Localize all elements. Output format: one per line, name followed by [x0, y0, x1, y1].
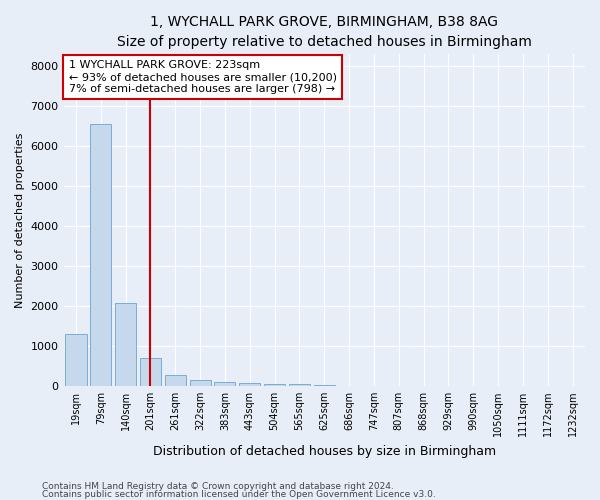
Bar [65, 334, 86, 386]
Text: 1 WYCHALL PARK GROVE: 223sqm
← 93% of detached houses are smaller (10,200)
7% of: 1 WYCHALL PARK GROVE: 223sqm ← 93% of de… [69, 60, 337, 94]
Bar [140, 358, 161, 386]
Title: 1, WYCHALL PARK GROVE, BIRMINGHAM, B38 8AG
Size of property relative to detached: 1, WYCHALL PARK GROVE, BIRMINGHAM, B38 8… [117, 15, 532, 48]
Bar [314, 384, 335, 386]
Bar [239, 384, 260, 386]
Y-axis label: Number of detached properties: Number of detached properties [15, 132, 25, 308]
Bar [214, 382, 235, 386]
Bar [264, 384, 285, 386]
Bar [115, 302, 136, 386]
Bar [289, 384, 310, 386]
Text: Contains HM Land Registry data © Crown copyright and database right 2024.: Contains HM Land Registry data © Crown c… [42, 482, 394, 491]
X-axis label: Distribution of detached houses by size in Birmingham: Distribution of detached houses by size … [153, 444, 496, 458]
Bar [190, 380, 211, 386]
Bar [165, 375, 186, 386]
Text: Contains public sector information licensed under the Open Government Licence v3: Contains public sector information licen… [42, 490, 436, 499]
Bar [90, 124, 112, 386]
